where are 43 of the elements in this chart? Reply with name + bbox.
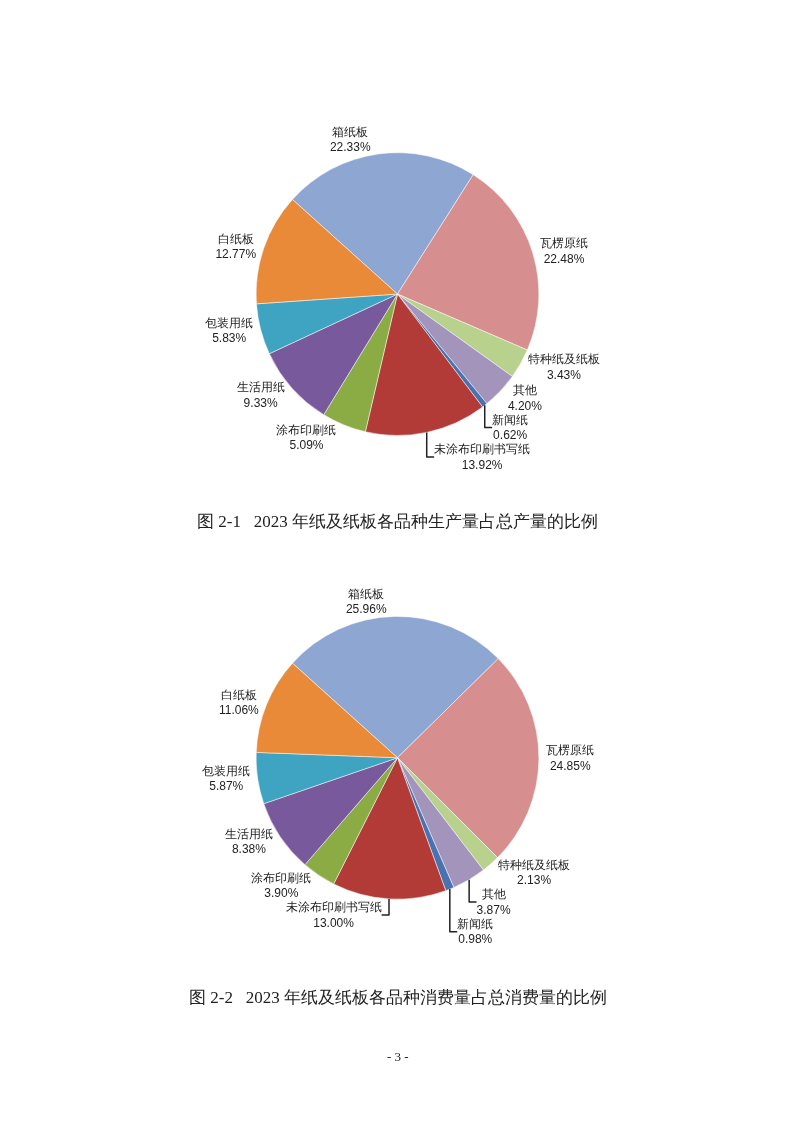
data-label: 9.33% bbox=[243, 395, 278, 410]
data-label: 25.96% bbox=[345, 602, 387, 617]
slice-label: 包装用纸 bbox=[202, 763, 251, 778]
slice-label: 特种纸及纸板 bbox=[498, 857, 571, 872]
data-label: 3.87% bbox=[476, 902, 511, 917]
text: 图 2-2 2023 年纸及纸板各品种消费量占总消费量的比例 bbox=[189, 988, 607, 1007]
data-label: 4.20% bbox=[507, 398, 543, 413]
data-label: 0.62% bbox=[493, 428, 528, 443]
data-label: 8.38% bbox=[231, 842, 267, 857]
slice-label: 白纸板 bbox=[220, 687, 257, 702]
slice-label: 其他 bbox=[512, 383, 537, 398]
slice-label: 涂布印刷纸 bbox=[276, 422, 337, 437]
slice-label: 瓦楞原纸 bbox=[546, 743, 595, 758]
data-label: 22.33% bbox=[329, 140, 371, 155]
slice-label: 其他 bbox=[481, 887, 506, 902]
data-label: 12.77% bbox=[215, 247, 257, 262]
data-label: 3.90% bbox=[264, 886, 299, 901]
slice-label: 未涂布印刷书写纸 bbox=[434, 442, 531, 457]
slice-label: 箱纸板 bbox=[348, 586, 385, 601]
text: - 3 - bbox=[387, 1049, 409, 1064]
data-label: 5.83% bbox=[212, 331, 247, 346]
data-label: 0.98% bbox=[458, 932, 493, 947]
slice-label: 未涂布印刷书写纸 bbox=[285, 900, 382, 915]
slice-label: 生活用纸 bbox=[236, 379, 285, 394]
slice-label: 新闻纸 bbox=[457, 916, 494, 931]
slice-label: 箱纸板 bbox=[332, 124, 369, 139]
slice-label: 生活用纸 bbox=[224, 826, 273, 841]
slice-label: 特种纸及纸板 bbox=[527, 352, 600, 367]
slice-label: 瓦楞原纸 bbox=[539, 236, 588, 251]
data-label: 22.48% bbox=[543, 251, 585, 266]
data-label: 3.43% bbox=[546, 368, 582, 383]
text: 图 2-1 2023 年纸及纸板各品种生产量占总产量的比例 bbox=[197, 512, 598, 531]
data-label: 5.87% bbox=[209, 779, 244, 794]
slice-label: 涂布印刷纸 bbox=[251, 870, 312, 885]
data-label: 11.06% bbox=[218, 703, 260, 718]
data-label: 5.09% bbox=[289, 438, 324, 453]
data-label: 24.85% bbox=[549, 759, 591, 774]
slice-label: 白纸板 bbox=[217, 231, 254, 246]
slice-label: 新闻纸 bbox=[492, 412, 529, 427]
data-label: 13.92% bbox=[461, 457, 503, 472]
data-label: 2.13% bbox=[517, 873, 552, 888]
slice-label: 包装用纸 bbox=[205, 315, 254, 330]
data-label: 13.00% bbox=[313, 915, 355, 930]
